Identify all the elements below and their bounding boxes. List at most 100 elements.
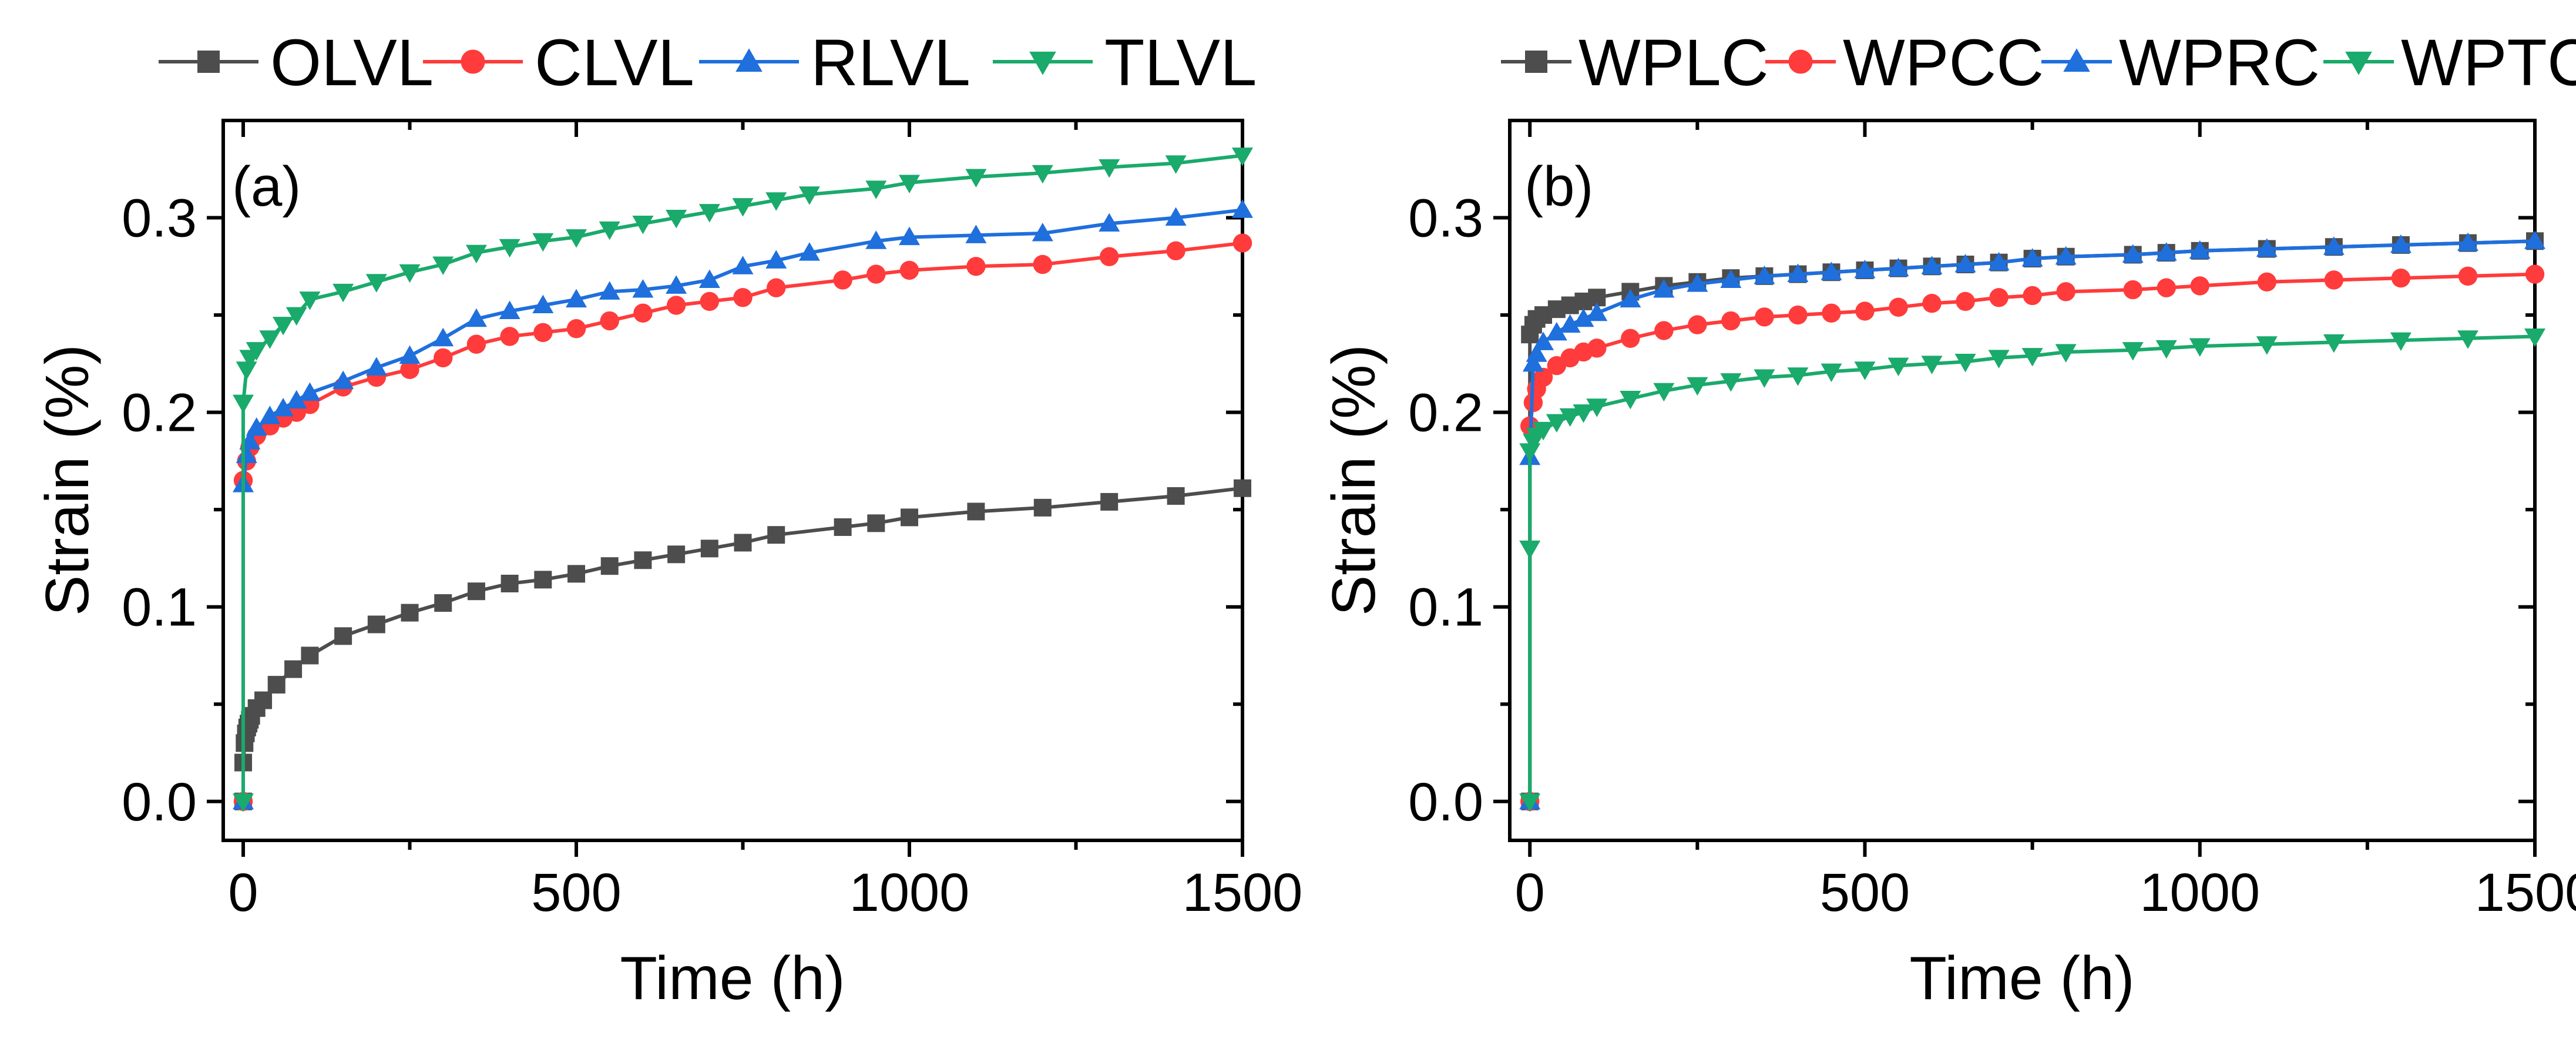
data-point-wpcc <box>2023 286 2042 306</box>
data-point-wptc <box>1754 369 1775 388</box>
data-point-olvl <box>501 574 519 592</box>
legend-item-wplc: WPLC <box>1501 26 1769 99</box>
x-axis-title-b: Time (h) <box>1909 944 2134 1013</box>
data-point-rlvl <box>465 308 487 327</box>
data-point-tlvl <box>1032 165 1053 184</box>
data-point-rlvl <box>365 357 387 376</box>
x-tick-label-b: 500 <box>1820 863 1910 923</box>
data-point-tlvl <box>698 204 720 223</box>
data-point-wptc <box>2055 344 2077 363</box>
y-tick-label-b: 0.2 <box>1408 383 1483 443</box>
legend-marker-clvl <box>461 49 485 74</box>
data-point-tlvl <box>286 307 307 326</box>
legend-marker-wprc <box>2063 48 2090 72</box>
data-point-clvl <box>1232 233 1252 253</box>
data-point-wptc <box>1573 404 1594 423</box>
series-line-tlvl <box>241 153 1243 802</box>
data-point-olvl <box>767 526 785 544</box>
data-point-wptc <box>2390 332 2412 351</box>
data-point-wpcc <box>1956 291 1975 311</box>
series-wprc <box>1519 230 2545 810</box>
data-point-tlvl <box>1165 155 1187 174</box>
data-point-rlvl <box>632 279 654 298</box>
data-point-tlvl <box>532 233 554 252</box>
legend-a: OLVL CLVL RLVL TLVL <box>159 26 1257 99</box>
data-point-wprc <box>1620 289 1641 308</box>
data-point-rlvl <box>599 281 620 300</box>
data-point-clvl <box>733 288 753 307</box>
data-point-wptc <box>1787 367 1809 386</box>
data-point-tlvl <box>666 210 687 229</box>
legend-marker-wptc <box>2345 51 2372 75</box>
data-point-olvl <box>734 534 752 552</box>
data-point-wptc <box>1854 361 1876 380</box>
data-point-wprc <box>1921 256 1943 274</box>
data-point-wptc <box>1687 377 1708 396</box>
legend-label-wptc: WPTC <box>2401 26 2576 99</box>
legend-label-clvl: CLVL <box>535 26 694 99</box>
data-point-olvl <box>254 691 273 709</box>
data-point-wptc <box>2256 336 2278 355</box>
data-point-tlvl <box>273 317 294 336</box>
data-point-wpcc <box>2458 266 2478 286</box>
data-point-wptc <box>1988 350 2010 368</box>
data-point-tlvl <box>965 169 987 188</box>
legend-marker-wpcc <box>1788 49 1813 74</box>
data-point-wpcc <box>2391 268 2411 288</box>
data-point-tlvl <box>365 274 387 293</box>
y-axis-title-a: Strain (%) <box>33 344 102 616</box>
data-point-rlvl <box>698 269 720 288</box>
data-point-tlvl <box>1232 148 1253 166</box>
data-point-rlvl <box>1165 207 1187 226</box>
data-point-olvl <box>967 502 985 521</box>
data-point-wpcc <box>1788 305 1808 325</box>
data-point-wprc <box>1720 269 1742 288</box>
data-point-clvl <box>600 311 619 331</box>
legend-label-olvl: OLVL <box>270 26 434 99</box>
data-point-rlvl <box>899 226 921 246</box>
data-point-wpcc <box>2324 270 2344 290</box>
legend-marker-rlvl <box>735 48 763 72</box>
data-point-wpcc <box>2157 278 2176 297</box>
data-point-wptc <box>2189 338 2211 357</box>
data-point-olvl <box>600 557 619 575</box>
data-point-wpcc <box>1721 311 1741 331</box>
legend-label-wplc: WPLC <box>1578 26 1769 99</box>
data-point-wprc <box>1787 263 1809 283</box>
data-point-wptc <box>1586 398 1608 417</box>
data-point-wprc <box>2155 242 2177 261</box>
data-point-clvl <box>899 260 919 280</box>
legend-item-clvl: CLVL <box>423 26 694 99</box>
x-tick-label-a: 500 <box>531 863 622 923</box>
data-point-clvl <box>966 257 986 276</box>
data-point-clvl <box>1166 241 1185 261</box>
series-line-wptc <box>1528 334 2535 802</box>
data-point-clvl <box>1100 247 1119 266</box>
data-point-olvl <box>1033 498 1052 517</box>
data-point-wpcc <box>1889 297 1908 317</box>
series-wptc <box>1519 329 2545 812</box>
data-point-clvl <box>1033 254 1053 274</box>
series-clvl <box>233 233 1252 811</box>
data-point-wpcc <box>2190 276 2209 296</box>
data-point-wptc <box>1533 421 1554 441</box>
legend-label-wpcc: WPCC <box>1843 26 2044 99</box>
data-point-wprc <box>1653 279 1675 298</box>
legend-label-wprc: WPRC <box>2119 26 2320 99</box>
data-point-tlvl <box>798 186 820 205</box>
data-point-rlvl <box>273 398 294 417</box>
y-axis-title-b: Strain (%) <box>1320 344 1388 616</box>
data-point-clvl <box>533 323 553 343</box>
data-point-rlvl <box>286 390 307 409</box>
axes-b: 0 500 1000 1500 0.0 0.1 0.2 0.3 <box>1408 120 2576 923</box>
y-tick-label-a: 0.0 <box>122 772 197 832</box>
series-group-a <box>233 148 1253 812</box>
data-point-wprc <box>1559 314 1581 333</box>
data-point-rlvl <box>666 275 687 294</box>
data-point-olvl <box>267 676 286 694</box>
data-point-wpcc <box>1587 338 1607 358</box>
data-point-wpcc <box>2525 264 2545 284</box>
y-tick-label-a: 0.3 <box>122 189 197 249</box>
data-point-clvl <box>633 303 653 323</box>
data-point-wptc <box>1519 793 1541 812</box>
